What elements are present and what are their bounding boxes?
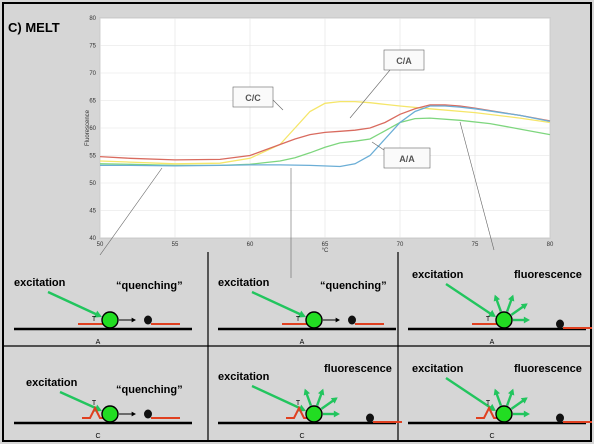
x-tick-label: 50 (97, 242, 104, 248)
excitation-label: excitation (218, 277, 270, 289)
callout-ca: C/A (349, 49, 425, 119)
fluorophore (305, 405, 323, 423)
y-tick-labels: 40 45 50 55 60 65 70 75 80 (89, 16, 96, 242)
y-tick-label: 55 (89, 154, 96, 160)
fluorophore (305, 311, 323, 329)
excitation-label: excitation (412, 363, 464, 375)
quencher (144, 315, 152, 325)
base-label: A (300, 339, 305, 346)
x-tick-label: 55 (172, 242, 179, 248)
y-tick-label: 70 (89, 71, 96, 77)
base-T-label: T (296, 316, 301, 323)
fluorophore (101, 311, 119, 329)
excitation-label: excitation (412, 269, 464, 281)
quencher (366, 413, 374, 423)
fluorophore (495, 311, 513, 329)
y-tick-label: 80 (89, 16, 96, 22)
fluorescence-label: fluorescence (514, 269, 582, 281)
callout-cc-label: C/C (245, 93, 261, 103)
fluorescence-label: fluorescence (324, 363, 392, 375)
base-T-label: T (92, 316, 97, 323)
series-group (99, 100, 551, 168)
fluorophore (101, 405, 119, 423)
base-T-label: T (92, 400, 97, 407)
callout-aa: A/A (371, 141, 431, 169)
probe-cell: excitation T “quenching” A (14, 277, 192, 346)
fluorophore (495, 405, 513, 423)
x-tick-labels: 50 55 60 65 70 75 80 (97, 242, 554, 248)
y-tick-label: 40 (89, 236, 96, 242)
fluorescence-label: fluorescence (514, 363, 582, 375)
callout-ca-label: C/A (396, 56, 412, 66)
cell-separators (4, 252, 590, 442)
base-label: C (489, 433, 494, 440)
quencher (144, 409, 152, 419)
base-T-label: T (486, 316, 491, 323)
base-label: C (95, 433, 100, 440)
probe-cell: excitation T “quenching” C (14, 377, 192, 440)
excitation-label: excitation (218, 371, 270, 383)
panel-label: C) MELT (8, 20, 60, 35)
grid (99, 17, 551, 239)
quenching-label: “quenching” (116, 384, 183, 396)
quencher (348, 315, 356, 325)
x-tick-label: 80 (547, 242, 554, 248)
callout-cc: C/C (232, 86, 284, 111)
x-tick-label: 70 (397, 242, 404, 248)
excitation-label: excitation (14, 277, 66, 289)
y-tick-label: 60 (89, 126, 96, 132)
x-tick-label: 75 (472, 242, 479, 248)
y-tick-label: 45 (89, 209, 96, 215)
base-label: A (490, 339, 495, 346)
y-axis-label: Fluorescence (85, 109, 91, 146)
y-tick-label: 50 (89, 181, 96, 187)
probe-cell: excitation T “quenching” A (218, 277, 396, 346)
excitation-label: excitation (26, 377, 78, 389)
quenching-label: “quenching” (116, 280, 183, 292)
base-T-label: T (296, 400, 301, 407)
base-label: C (299, 433, 304, 440)
quencher (556, 319, 564, 329)
x-tick-label: 65 (322, 242, 329, 248)
base-T-label: T (486, 400, 491, 407)
y-tick-label: 65 (89, 99, 96, 105)
callout-aa-label: A/A (399, 154, 415, 164)
quenching-label: “quenching” (320, 280, 387, 292)
base-label: A (96, 339, 101, 346)
series-line-3 (100, 105, 551, 168)
connector-lines (99, 121, 495, 278)
quencher (556, 413, 564, 423)
x-tick-label: 60 (247, 242, 254, 248)
series-line-1 (99, 104, 551, 161)
y-tick-label: 75 (89, 44, 96, 50)
x-axis-label: °C (322, 248, 329, 254)
series-line-0 (99, 100, 551, 165)
